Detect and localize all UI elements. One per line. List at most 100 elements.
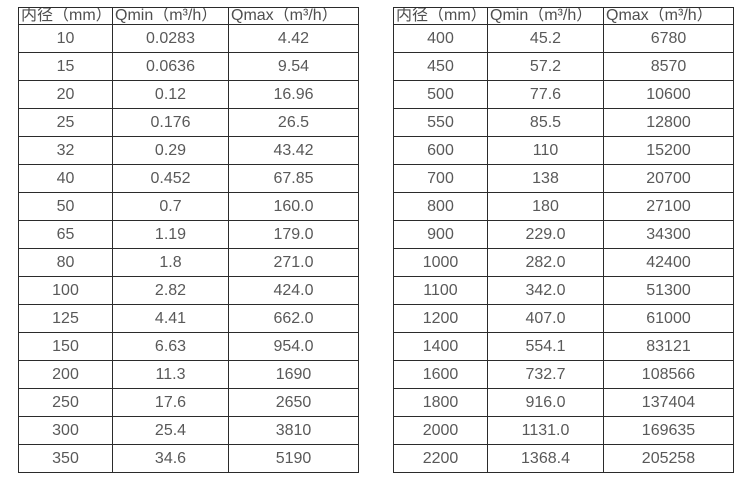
table-cell: 45.2 bbox=[487, 24, 604, 53]
table-row: 400 45.2 6780 bbox=[393, 24, 734, 53]
table-row: 20 0.12 16.96 bbox=[18, 80, 359, 109]
table-row: 50 0.7 160.0 bbox=[18, 192, 359, 221]
table-row: 900 229.0 34300 bbox=[393, 220, 734, 249]
table-cell: 1000 bbox=[393, 248, 488, 277]
flow-table-right: 内径（mm） Qmin（m³/h） Qmax（m³/h） 400 45.2 6780… bbox=[393, 7, 734, 473]
table-cell: 300 bbox=[18, 416, 113, 445]
table-row: 125 4.41 662.0 bbox=[18, 304, 359, 333]
table-row: 500 77.6 10600 bbox=[393, 80, 734, 109]
table-cell: 350 bbox=[18, 444, 113, 473]
tables-container: 内径（mm） Qmin（m³/h） Qmax（m³/h） 10 0.0283 4.4… bbox=[18, 7, 734, 473]
table-cell: 2200 bbox=[393, 444, 488, 473]
table-row: 10 0.0283 4.42 bbox=[18, 24, 359, 53]
table-cell: 34.6 bbox=[112, 444, 229, 473]
table-cell: 200 bbox=[18, 360, 113, 389]
table-cell: 2.82 bbox=[112, 276, 229, 305]
table-cell: 1800 bbox=[393, 388, 488, 417]
table-cell: 80 bbox=[18, 248, 113, 277]
table-row: 150 6.63 954.0 bbox=[18, 332, 359, 361]
table-cell: 25 bbox=[18, 108, 113, 137]
table-row: 200 11.3 1690 bbox=[18, 360, 359, 389]
table-cell: 138 bbox=[487, 164, 604, 193]
table-cell: 4.41 bbox=[112, 304, 229, 333]
table-row: 600 110 15200 bbox=[393, 136, 734, 165]
table-row: 2200 1368.4 205258 bbox=[393, 444, 734, 473]
table-cell: 2650 bbox=[228, 388, 359, 417]
table-cell: 271.0 bbox=[228, 248, 359, 277]
table-cell: 20 bbox=[18, 80, 113, 109]
table-cell: 100 bbox=[18, 276, 113, 305]
table-cell: 400 bbox=[393, 24, 488, 53]
header-row: 内径（mm） Qmin（m³/h） Qmax（m³/h） bbox=[393, 7, 734, 25]
table-row: 450 57.2 8570 bbox=[393, 52, 734, 81]
table-cell: 205258 bbox=[603, 444, 734, 473]
table-cell: 5190 bbox=[228, 444, 359, 473]
table-cell: 15 bbox=[18, 52, 113, 81]
table-cell: 550 bbox=[393, 108, 488, 137]
table-cell: 42400 bbox=[603, 248, 734, 277]
table-cell: 61000 bbox=[603, 304, 734, 333]
table-row: 40 0.452 67.85 bbox=[18, 164, 359, 193]
table-cell: 32 bbox=[18, 136, 113, 165]
table-row: 300 25.4 3810 bbox=[18, 416, 359, 445]
table-cell: 1368.4 bbox=[487, 444, 604, 473]
table-cell: 85.5 bbox=[487, 108, 604, 137]
table-cell: 732.7 bbox=[487, 360, 604, 389]
table-row: 1600 732.7 108566 bbox=[393, 360, 734, 389]
table-cell: 342.0 bbox=[487, 276, 604, 305]
table-cell: 180 bbox=[487, 192, 604, 221]
table-row: 32 0.29 43.42 bbox=[18, 136, 359, 165]
table-cell: 15200 bbox=[603, 136, 734, 165]
table-row: 800 180 27100 bbox=[393, 192, 734, 221]
column-header-qmin: Qmin（m³/h） bbox=[112, 7, 229, 25]
table-cell: 25.4 bbox=[112, 416, 229, 445]
table-cell: 6780 bbox=[603, 24, 734, 53]
table-cell: 10600 bbox=[603, 80, 734, 109]
table-cell: 1690 bbox=[228, 360, 359, 389]
table-cell: 0.176 bbox=[112, 108, 229, 137]
flow-table-left: 内径（mm） Qmin（m³/h） Qmax（m³/h） 10 0.0283 4.4… bbox=[18, 7, 359, 473]
table-cell: 900 bbox=[393, 220, 488, 249]
table-cell: 424.0 bbox=[228, 276, 359, 305]
table-cell: 554.1 bbox=[487, 332, 604, 361]
table-row: 1000 282.0 42400 bbox=[393, 248, 734, 277]
table-cell: 1600 bbox=[393, 360, 488, 389]
table-cell: 40 bbox=[18, 164, 113, 193]
table-cell: 450 bbox=[393, 52, 488, 81]
table-cell: 9.54 bbox=[228, 52, 359, 81]
table-cell: 500 bbox=[393, 80, 488, 109]
table-cell: 229.0 bbox=[487, 220, 604, 249]
column-header-qmax: Qmax（m³/h） bbox=[603, 7, 734, 25]
column-header-diameter: 内径（mm） bbox=[393, 7, 488, 25]
table-cell: 17.6 bbox=[112, 388, 229, 417]
table-cell: 27100 bbox=[603, 192, 734, 221]
table-row: 1800 916.0 137404 bbox=[393, 388, 734, 417]
table-cell: 50 bbox=[18, 192, 113, 221]
table-cell: 2000 bbox=[393, 416, 488, 445]
table-cell: 250 bbox=[18, 388, 113, 417]
table-row: 350 34.6 5190 bbox=[18, 444, 359, 473]
table-row: 1400 554.1 83121 bbox=[393, 332, 734, 361]
table-cell: 65 bbox=[18, 220, 113, 249]
table-cell: 125 bbox=[18, 304, 113, 333]
table-cell: 1.8 bbox=[112, 248, 229, 277]
table-cell: 407.0 bbox=[487, 304, 604, 333]
table-cell: 0.29 bbox=[112, 136, 229, 165]
table-cell: 179.0 bbox=[228, 220, 359, 249]
table-cell: 916.0 bbox=[487, 388, 604, 417]
table-cell: 0.12 bbox=[112, 80, 229, 109]
table-cell: 12800 bbox=[603, 108, 734, 137]
table-cell: 6.63 bbox=[112, 332, 229, 361]
table-row: 25 0.176 26.5 bbox=[18, 108, 359, 137]
table-cell: 0.7 bbox=[112, 192, 229, 221]
table-cell: 1200 bbox=[393, 304, 488, 333]
table-cell: 51300 bbox=[603, 276, 734, 305]
table-cell: 0.0636 bbox=[112, 52, 229, 81]
table-row: 1100 342.0 51300 bbox=[393, 276, 734, 305]
column-header-qmax: Qmax（m³/h） bbox=[228, 7, 359, 25]
table-row: 15 0.0636 9.54 bbox=[18, 52, 359, 81]
table-cell: 10 bbox=[18, 24, 113, 53]
table-cell: 800 bbox=[393, 192, 488, 221]
table-cell: 160.0 bbox=[228, 192, 359, 221]
table-cell: 110 bbox=[487, 136, 604, 165]
